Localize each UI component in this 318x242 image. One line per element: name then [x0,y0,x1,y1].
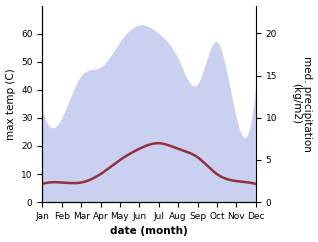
X-axis label: date (month): date (month) [110,227,188,236]
Y-axis label: max temp (C): max temp (C) [5,68,16,140]
Y-axis label: med. precipitation
(kg/m2): med. precipitation (kg/m2) [291,56,313,152]
